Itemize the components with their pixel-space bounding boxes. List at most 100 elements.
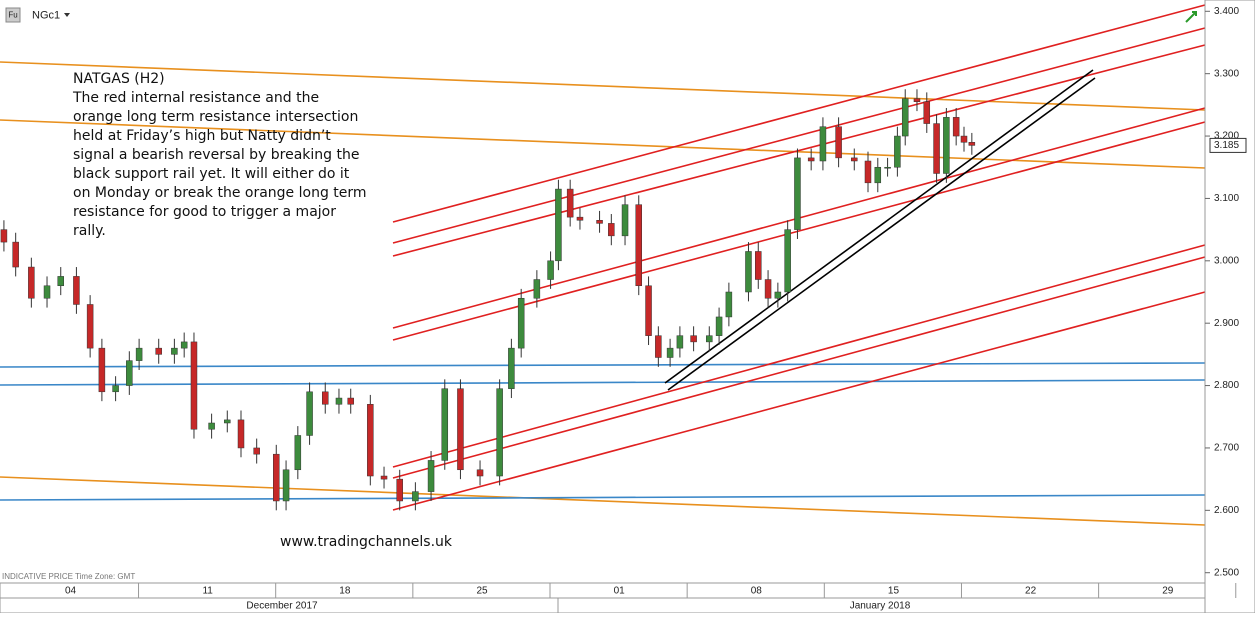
candle-body bbox=[253, 447, 260, 455]
candle-body bbox=[621, 204, 629, 237]
note-line: The red internal resistance and the bbox=[72, 90, 319, 106]
candle-body bbox=[635, 204, 642, 287]
candle-body bbox=[864, 160, 872, 184]
candle-body bbox=[755, 251, 762, 280]
candle-body bbox=[335, 397, 343, 405]
candle-body bbox=[412, 491, 419, 502]
candle-body bbox=[180, 341, 188, 349]
candle-body bbox=[367, 404, 374, 477]
candle-body bbox=[86, 304, 94, 349]
candle-body bbox=[745, 251, 752, 293]
candle-body bbox=[441, 388, 449, 461]
candle-body bbox=[608, 223, 615, 237]
candle-body bbox=[380, 475, 388, 480]
orange-line bbox=[0, 476, 1206, 526]
y-tick-label: 3.200 bbox=[1214, 131, 1239, 142]
note-line: resistance for good to trigger a major bbox=[73, 204, 336, 220]
y-tick-label: 3.400 bbox=[1214, 6, 1239, 17]
candle-body bbox=[517, 297, 525, 349]
candle-body bbox=[155, 347, 162, 355]
candle-body bbox=[396, 478, 403, 502]
red-line bbox=[392, 256, 1206, 479]
trend-icon bbox=[1185, 11, 1197, 23]
x-tick-label: 08 bbox=[751, 586, 763, 597]
footer-note: INDICATIVE PRICE Time Zone: GMT bbox=[2, 572, 135, 581]
red-line bbox=[392, 4, 1206, 223]
candle-body bbox=[645, 285, 652, 336]
candle-body bbox=[960, 135, 968, 143]
note-line: held at Friday’s high but Natty didn’t bbox=[73, 128, 331, 144]
red-line bbox=[392, 291, 1206, 511]
x-tick-label: 01 bbox=[614, 586, 626, 597]
candle-body bbox=[322, 391, 329, 405]
note-line: rally. bbox=[73, 223, 106, 239]
candle-body bbox=[427, 460, 435, 492]
candle-body bbox=[547, 260, 554, 280]
note-line: black support rail yet. It will either d… bbox=[73, 166, 350, 182]
last-price-box bbox=[1209, 137, 1247, 153]
x-tick-label: 18 bbox=[339, 586, 351, 597]
x-tick-label: 15 bbox=[888, 586, 900, 597]
candle-body bbox=[774, 291, 782, 299]
blue-line bbox=[0, 379, 1206, 386]
candle-body bbox=[901, 98, 909, 137]
y-tick-label: 3.000 bbox=[1214, 255, 1239, 266]
red-line bbox=[392, 27, 1206, 244]
red-line bbox=[392, 121, 1206, 341]
x-tick-label: 04 bbox=[65, 586, 77, 597]
candle-body bbox=[294, 435, 302, 471]
candle-body bbox=[676, 335, 684, 349]
candle-body bbox=[237, 419, 245, 449]
dropdown-arrow[interactable] bbox=[64, 13, 70, 17]
candle-body bbox=[135, 347, 143, 361]
y-tick-label: 2.800 bbox=[1214, 380, 1239, 391]
candle-body bbox=[457, 388, 464, 471]
symbol[interactable]: NGc1 bbox=[32, 9, 60, 21]
candle-body bbox=[596, 220, 603, 224]
candle-body bbox=[476, 469, 484, 477]
y-tick-label: 2.500 bbox=[1214, 567, 1239, 578]
y-tick-label: 2.700 bbox=[1214, 443, 1239, 454]
month-label: January 2018 bbox=[850, 601, 911, 612]
y-tick-label: 3.300 bbox=[1214, 68, 1239, 79]
month-label: December 2017 bbox=[246, 601, 318, 612]
candle-body bbox=[566, 188, 574, 218]
candle-body bbox=[807, 157, 815, 162]
candle-body bbox=[28, 266, 35, 299]
candle-body bbox=[794, 157, 801, 230]
candle-body bbox=[112, 385, 119, 393]
candle-body bbox=[884, 166, 891, 169]
candles bbox=[0, 89, 976, 511]
orange-line bbox=[0, 61, 1206, 111]
candle-body bbox=[73, 276, 80, 305]
red-line bbox=[392, 244, 1206, 468]
candle-body bbox=[0, 229, 8, 243]
candle-body bbox=[57, 276, 64, 287]
candle-body bbox=[819, 126, 827, 162]
candle-body bbox=[576, 216, 584, 221]
black-line bbox=[664, 69, 1094, 384]
x-tick-label: 22 bbox=[1025, 586, 1037, 597]
annotation: The red internal resistance and the orang… bbox=[72, 90, 367, 239]
candle-body bbox=[347, 397, 354, 405]
candle-body bbox=[690, 335, 697, 343]
candle-body bbox=[725, 291, 733, 318]
candle-body bbox=[126, 360, 133, 386]
y-tick-label: 3.100 bbox=[1214, 193, 1239, 204]
note-title: NATGAS (H2) bbox=[73, 71, 165, 87]
candle-body bbox=[666, 347, 674, 358]
candle-body bbox=[306, 391, 313, 436]
x-tick-label: 11 bbox=[202, 586, 213, 597]
y-tick-label: 2.600 bbox=[1214, 505, 1239, 516]
candle-body bbox=[943, 117, 950, 174]
axes: 3.400 3.300 3.200 3.100 3.000 2.900 2.800 2.700… bbox=[65, 6, 1247, 598]
blue-line bbox=[0, 362, 1206, 368]
candle-body bbox=[952, 117, 960, 137]
note-line: orange long term resistance intersection bbox=[73, 109, 358, 125]
candle-body bbox=[43, 285, 51, 299]
candle-body bbox=[208, 422, 215, 430]
badge-box bbox=[5, 7, 21, 23]
candle-body bbox=[496, 388, 503, 477]
candle-body bbox=[851, 157, 858, 162]
